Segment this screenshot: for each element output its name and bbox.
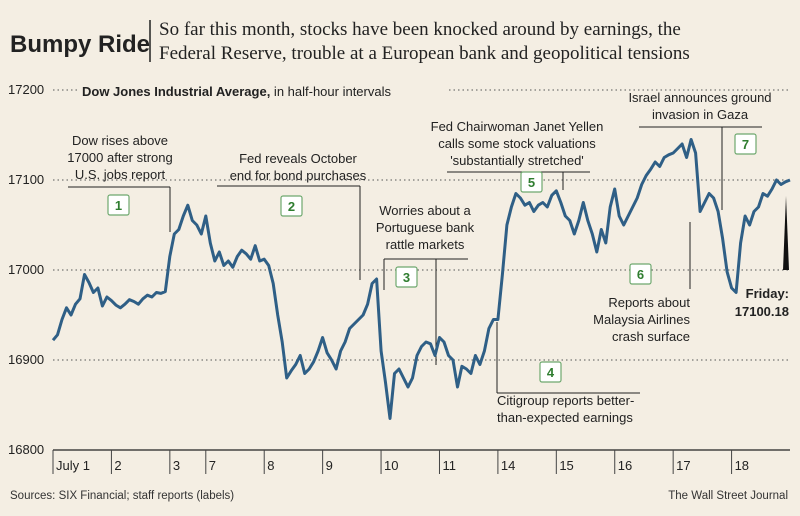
annotation-badge-3 bbox=[395, 266, 418, 288]
annotation-text-6: Reports about bbox=[608, 295, 690, 310]
annotation-badge-number-2: 2 bbox=[288, 199, 295, 214]
annotation-text-5: Fed Chairwoman Janet Yellen bbox=[431, 119, 604, 134]
annotations: Dow rises above 17000 after strong U.S. jo… bbox=[67, 90, 771, 425]
annotation-text-7: Israel announces ground bbox=[628, 90, 771, 105]
header-title: Bumpy Ride bbox=[10, 31, 150, 58]
y-tick-label: 16900 bbox=[8, 352, 44, 367]
x-tick-label: 11 bbox=[442, 458, 456, 473]
annotation-badge-number-7: 7 bbox=[742, 137, 749, 152]
end-value: 17100.18 bbox=[735, 304, 789, 319]
x-tick-label: 16 bbox=[618, 458, 632, 473]
annotation-text-6: crash surface bbox=[612, 329, 690, 344]
header-subtitle-line1: So far this month, stocks have been knoc… bbox=[159, 19, 681, 40]
end-value-caption: Friday: bbox=[746, 286, 789, 301]
annotation-text-5: 'substantially stretched' bbox=[450, 153, 584, 168]
annotation-text-3: Worries about a bbox=[379, 203, 471, 218]
annotation-badge-number-4: 4 bbox=[547, 365, 555, 380]
x-tick-label: 15 bbox=[559, 458, 573, 473]
header-subtitle-line2: Federal Reserve, trouble at a European b… bbox=[159, 43, 690, 64]
annotation-text-4: than-expected earnings bbox=[497, 410, 633, 425]
end-pointer bbox=[783, 196, 789, 270]
footer-sources: Sources: SIX Financial; staff reports (l… bbox=[10, 490, 234, 502]
x-axis-day-dividers bbox=[52, 450, 733, 474]
x-tick-label: 14 bbox=[501, 458, 515, 473]
y-tick-label: 17200 bbox=[8, 82, 44, 97]
annotation-badge-7 bbox=[734, 133, 757, 155]
annotation-text-5: calls some stock valuations bbox=[438, 136, 596, 151]
x-tick-label: 2 bbox=[114, 458, 121, 473]
annotation-leaders bbox=[68, 126, 762, 394]
annotation-text-6: Malaysia Airlines bbox=[593, 312, 690, 327]
chart-title: Dow Jones Industrial Average, in half-ho… bbox=[82, 84, 391, 99]
annotation-badge-number-1: 1 bbox=[115, 198, 122, 213]
annotation-text-2: end for bond purchases bbox=[230, 168, 367, 183]
x-tick-label: 18 bbox=[735, 458, 749, 473]
annotation-text-1: U.S. jobs report bbox=[75, 167, 166, 182]
annotation-badge-6 bbox=[629, 263, 652, 285]
annotation-badge-number-3: 3 bbox=[403, 270, 410, 285]
x-tick-label: July 1 bbox=[56, 458, 90, 473]
annotation-text-3: Portuguese bank bbox=[376, 220, 475, 235]
y-tick-label: 16800 bbox=[8, 442, 44, 457]
annotation-text-1: 17000 after strong bbox=[67, 150, 173, 165]
chart-title-bold: Dow Jones Industrial Average, bbox=[82, 84, 270, 99]
annotation-badge-1 bbox=[107, 194, 130, 216]
footer-credit: The Wall Street Journal bbox=[668, 490, 788, 502]
x-tick-label: 9 bbox=[326, 458, 333, 473]
x-tick-label: 7 bbox=[209, 458, 216, 473]
y-tick-label: 17000 bbox=[8, 262, 44, 277]
x-tick-label: 8 bbox=[267, 458, 274, 473]
y-tick-label: 17100 bbox=[8, 172, 44, 187]
chart-title-rest: in half-hour intervals bbox=[270, 84, 391, 99]
annotation-text-7: invasion in Gaza bbox=[652, 107, 749, 122]
annotation-text-4: Citigroup reports better- bbox=[497, 393, 634, 408]
x-tick-label: 17 bbox=[676, 458, 690, 473]
annotation-badge-4 bbox=[539, 361, 562, 383]
annotation-badge-number-5: 5 bbox=[528, 175, 535, 190]
annotation-badge-2 bbox=[280, 195, 303, 217]
annotation-text-1: Dow rises above bbox=[72, 133, 168, 148]
annotation-badge-5 bbox=[520, 171, 543, 193]
series-line bbox=[51, 138, 791, 420]
annotation-text-3: rattle markets bbox=[386, 237, 465, 252]
annotation-text-2: Fed reveals October bbox=[239, 151, 357, 166]
x-tick-label: 3 bbox=[173, 458, 180, 473]
annotation-badge-number-6: 6 bbox=[637, 267, 644, 282]
end-value-label: Friday: 17100.18 bbox=[735, 196, 789, 319]
x-tick-label: 10 bbox=[384, 458, 398, 473]
chart-title-bg bbox=[78, 80, 448, 102]
x-axis: July 1 2 3 7 8 9 10 11 14 15 16 17 18 bbox=[56, 458, 749, 473]
y-axis: 16800 16900 17000 17100 17200 bbox=[8, 82, 44, 457]
